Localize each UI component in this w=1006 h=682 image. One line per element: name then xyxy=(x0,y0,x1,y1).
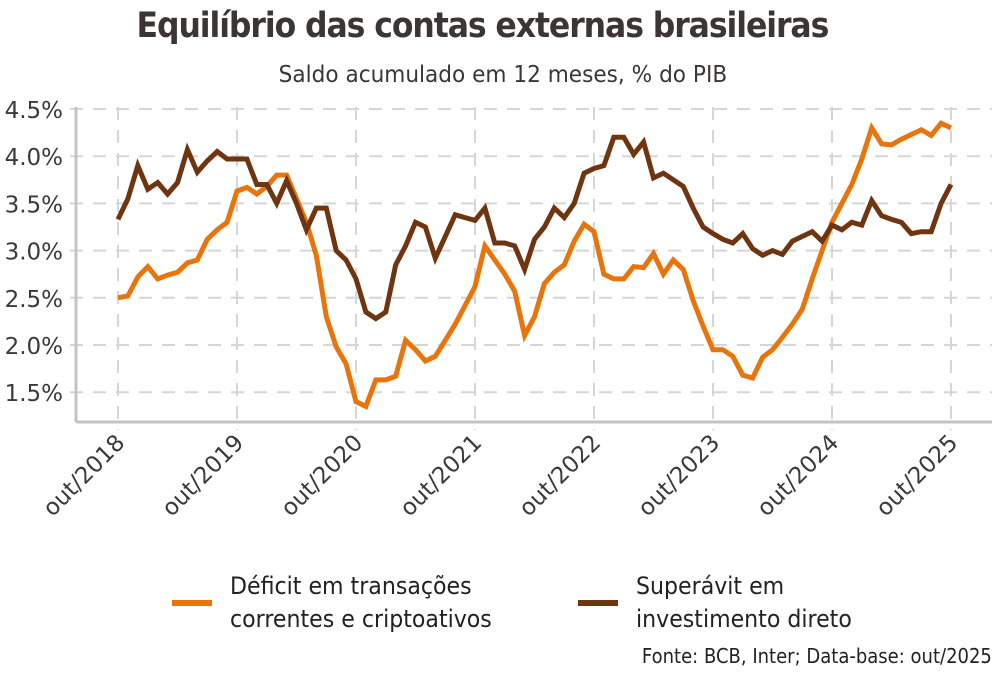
y-axis: 1.5% 2.0% 2.5% 3.0% 3.5% 4.0% 4.5% xyxy=(5,98,78,422)
x-tick-label: out/2025 xyxy=(871,430,963,522)
x-tick-label: out/2019 xyxy=(157,430,249,522)
y-tick-label: 2.5% xyxy=(5,287,63,313)
chart-subtitle: Saldo acumulado em 12 meses, % do PIB xyxy=(278,62,728,88)
chart-title: Equilíbrio das contas externas brasileir… xyxy=(136,6,830,46)
x-tick-label: out/2018 xyxy=(38,430,130,522)
x-tick-label: out/2024 xyxy=(752,430,844,522)
x-tick-label: out/2020 xyxy=(276,430,368,522)
source-note: Fonte: BCB, Inter; Data-base: out/2025 xyxy=(641,644,992,668)
y-tick-label: 3.0% xyxy=(5,240,63,266)
series-lines xyxy=(115,120,954,410)
y-tick-label: 4.5% xyxy=(5,98,63,124)
legend-label-superavit-line1: Superávit em xyxy=(636,572,785,600)
legend-label-deficit-line2: correntes e criptoativos xyxy=(230,605,492,633)
y-tick-label: 4.0% xyxy=(5,145,63,171)
legend-swatch-deficit xyxy=(172,600,212,606)
gridlines xyxy=(70,107,992,430)
series-line-superavit xyxy=(115,134,954,322)
legend-label-deficit-line1: Déficit em transações xyxy=(230,572,472,600)
x-tick-label: out/2022 xyxy=(514,430,606,522)
x-axis: out/2018 out/2019 out/2020 out/2021 out/2022… xyxy=(38,420,992,522)
x-tick-label: out/2021 xyxy=(395,430,487,522)
x-tick-label: out/2023 xyxy=(633,430,725,522)
line-chart: 1.5%2.0%2.5%3.0%3.5%4.0%4.5% out/2018 out… xyxy=(5,98,992,522)
series-line-deficit xyxy=(117,120,953,410)
legend-swatch-superavit xyxy=(578,600,618,606)
y-tick-label: 3.5% xyxy=(5,192,63,218)
legend-label-superavit-line2: investimento direto xyxy=(636,605,852,633)
y-tick-label: 2.0% xyxy=(5,334,63,360)
y-tick-label: 1.5% xyxy=(5,381,63,407)
